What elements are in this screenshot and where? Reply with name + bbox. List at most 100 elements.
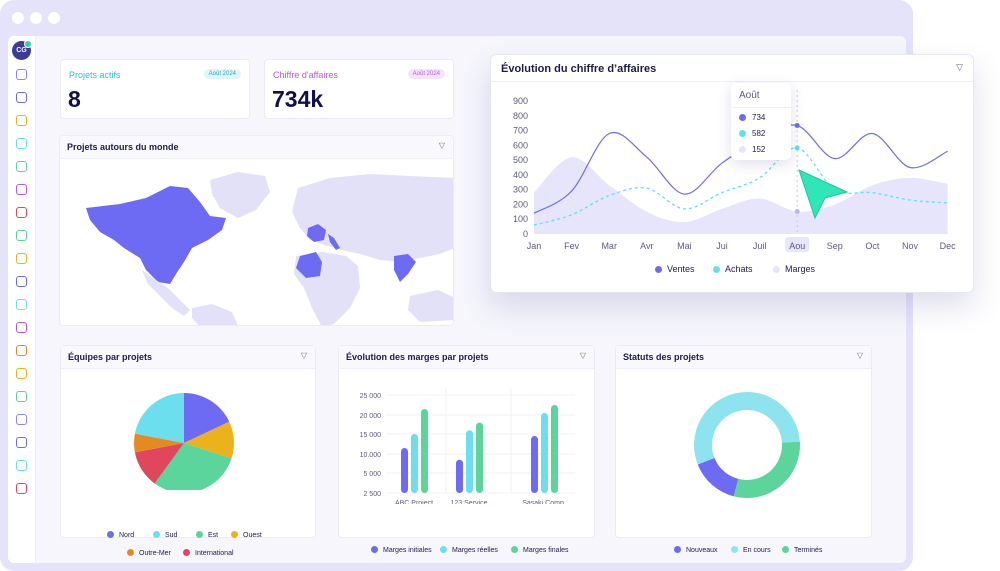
map-card: Projets autours du monde ▽ xyxy=(59,135,454,326)
legend-item[interactable]: Marges xyxy=(773,264,815,274)
legend-item[interactable]: Nord xyxy=(107,531,134,539)
sidebar: CG xyxy=(8,36,36,563)
kpi-revenue-card: Chiffre d'affaires Août 2024 734k xyxy=(264,59,454,119)
chevron-down-icon[interactable]: ▽ xyxy=(856,351,863,360)
card-title: Équipes par projets xyxy=(68,352,153,362)
legend-item[interactable]: En cours xyxy=(731,546,771,554)
legend-label: Marges finales xyxy=(523,547,569,554)
y-tick-label: 0 xyxy=(523,229,528,239)
legend-label: Sud xyxy=(165,532,178,539)
legend-item[interactable]: Terminés xyxy=(782,546,822,554)
x-tick-label: Fev xyxy=(564,241,580,251)
y-tick-label: 100 xyxy=(513,214,528,224)
database-icon[interactable] xyxy=(16,483,27,494)
bar-marges-réelles xyxy=(541,413,548,493)
legend-swatch xyxy=(773,266,780,273)
window-dot[interactable] xyxy=(30,12,42,24)
transfer-icon[interactable] xyxy=(16,138,27,149)
legend-item[interactable]: Marges initiales xyxy=(371,546,432,554)
y-tick-label: 25 000 xyxy=(360,393,382,400)
avatar[interactable]: CG xyxy=(12,40,32,60)
legend-item[interactable]: Achats xyxy=(713,264,753,274)
legend-item[interactable]: Outre-Mer xyxy=(127,549,171,557)
pie-slice-international xyxy=(134,393,184,443)
chart-icon[interactable] xyxy=(16,161,27,172)
y-tick-label: 600 xyxy=(513,140,528,150)
window-dot[interactable] xyxy=(12,12,24,24)
legend-item[interactable]: Ventes xyxy=(655,264,695,274)
settings-icon[interactable] xyxy=(16,345,27,356)
cursor-icon xyxy=(798,169,849,220)
chevron-down-icon[interactable]: ▽ xyxy=(300,351,307,360)
users-icon[interactable] xyxy=(16,69,27,80)
bar-chart: 2 500 5 000 10.000 15 000 20 000 25 000 ABC Pr… xyxy=(360,388,575,504)
map-country-highlight xyxy=(86,186,226,284)
chat-icon[interactable] xyxy=(16,391,27,402)
chart-tooltip: Août 734 582 152 xyxy=(731,83,791,160)
date-badge: Août 2024 xyxy=(203,69,241,79)
y-tick-label: 200 xyxy=(513,199,528,209)
donut-slice-nouveaux xyxy=(697,457,739,497)
building-icon[interactable] xyxy=(16,437,27,448)
bar-marges-initiales xyxy=(401,448,408,493)
x-tick-label: Mar xyxy=(601,241,617,251)
legend-item[interactable]: Est xyxy=(196,531,218,539)
legend-swatch xyxy=(183,549,190,556)
monitor-icon[interactable] xyxy=(16,299,27,310)
legend-label: Ouest xyxy=(243,532,262,539)
coin-icon[interactable] xyxy=(16,253,27,264)
x-tick-label: Avr xyxy=(640,241,653,251)
branch-icon[interactable] xyxy=(16,460,27,471)
x-tick-label: Jan xyxy=(527,241,542,251)
chevron-down-icon[interactable]: ▽ xyxy=(956,62,963,72)
legend-item[interactable]: Sud xyxy=(153,531,177,539)
y-tick-label: 15 000 xyxy=(360,432,382,439)
legend-label: Ventes xyxy=(667,264,695,274)
x-tick-label: Oct xyxy=(865,241,880,251)
data-point-marges xyxy=(794,209,800,215)
legend-swatch xyxy=(674,546,681,553)
map-country-highlight xyxy=(296,252,322,278)
bar-marges-initiales xyxy=(456,459,463,493)
bag-icon[interactable] xyxy=(16,368,27,379)
bar-marges-réelles xyxy=(411,434,418,493)
card-title: Projets autours du monde xyxy=(67,142,179,152)
card-icon[interactable] xyxy=(16,230,27,241)
bar-marges-finales xyxy=(476,422,483,493)
doc-icon[interactable] xyxy=(16,276,27,287)
legend-swatch xyxy=(511,546,518,553)
legend-swatch xyxy=(127,549,134,556)
legend-swatch xyxy=(107,531,114,538)
legend-swatch xyxy=(231,531,238,538)
line-chart: 0 100 200 300 400 500 600 700 800 900 Jan Fev Mar Avr… xyxy=(513,90,956,252)
chevron-down-icon[interactable]: ▽ xyxy=(579,351,586,360)
cart-icon[interactable] xyxy=(16,184,27,195)
legend-item[interactable]: Marges réelles xyxy=(440,546,498,554)
bar-marges-finales xyxy=(551,405,558,493)
donut-slice-terminés xyxy=(733,441,800,498)
trend-icon[interactable] xyxy=(16,115,27,126)
legend-item[interactable]: International xyxy=(183,549,234,557)
y-tick-label: 700 xyxy=(513,126,528,136)
tooltip-row-marges: 152 xyxy=(739,145,765,154)
map-region xyxy=(192,304,238,325)
legend-swatch xyxy=(655,266,662,273)
kpi-value: 734k xyxy=(272,86,324,112)
box-icon[interactable] xyxy=(16,322,27,333)
kpi-projects-card: Projets actifs Août 2024 8 xyxy=(60,59,250,119)
x-tick-label: Aou xyxy=(789,241,805,251)
target-icon[interactable] xyxy=(16,207,27,218)
legend-label: En cours xyxy=(743,547,771,554)
y-tick-label: 20 000 xyxy=(360,413,382,420)
legend-label: Outre-Mer xyxy=(139,550,171,557)
divider xyxy=(731,107,791,108)
legend-item[interactable]: Ouest xyxy=(231,531,262,539)
chevron-down-icon[interactable]: ▽ xyxy=(438,141,445,150)
pie-slice-est xyxy=(154,443,232,490)
legend-item[interactable]: Marges finales xyxy=(511,546,569,554)
wallet-icon[interactable] xyxy=(16,92,27,103)
person-icon[interactable] xyxy=(16,414,27,425)
pie-chart xyxy=(134,393,234,490)
window-dot[interactable] xyxy=(48,12,60,24)
legend-item[interactable]: Nouveaux xyxy=(674,546,718,554)
